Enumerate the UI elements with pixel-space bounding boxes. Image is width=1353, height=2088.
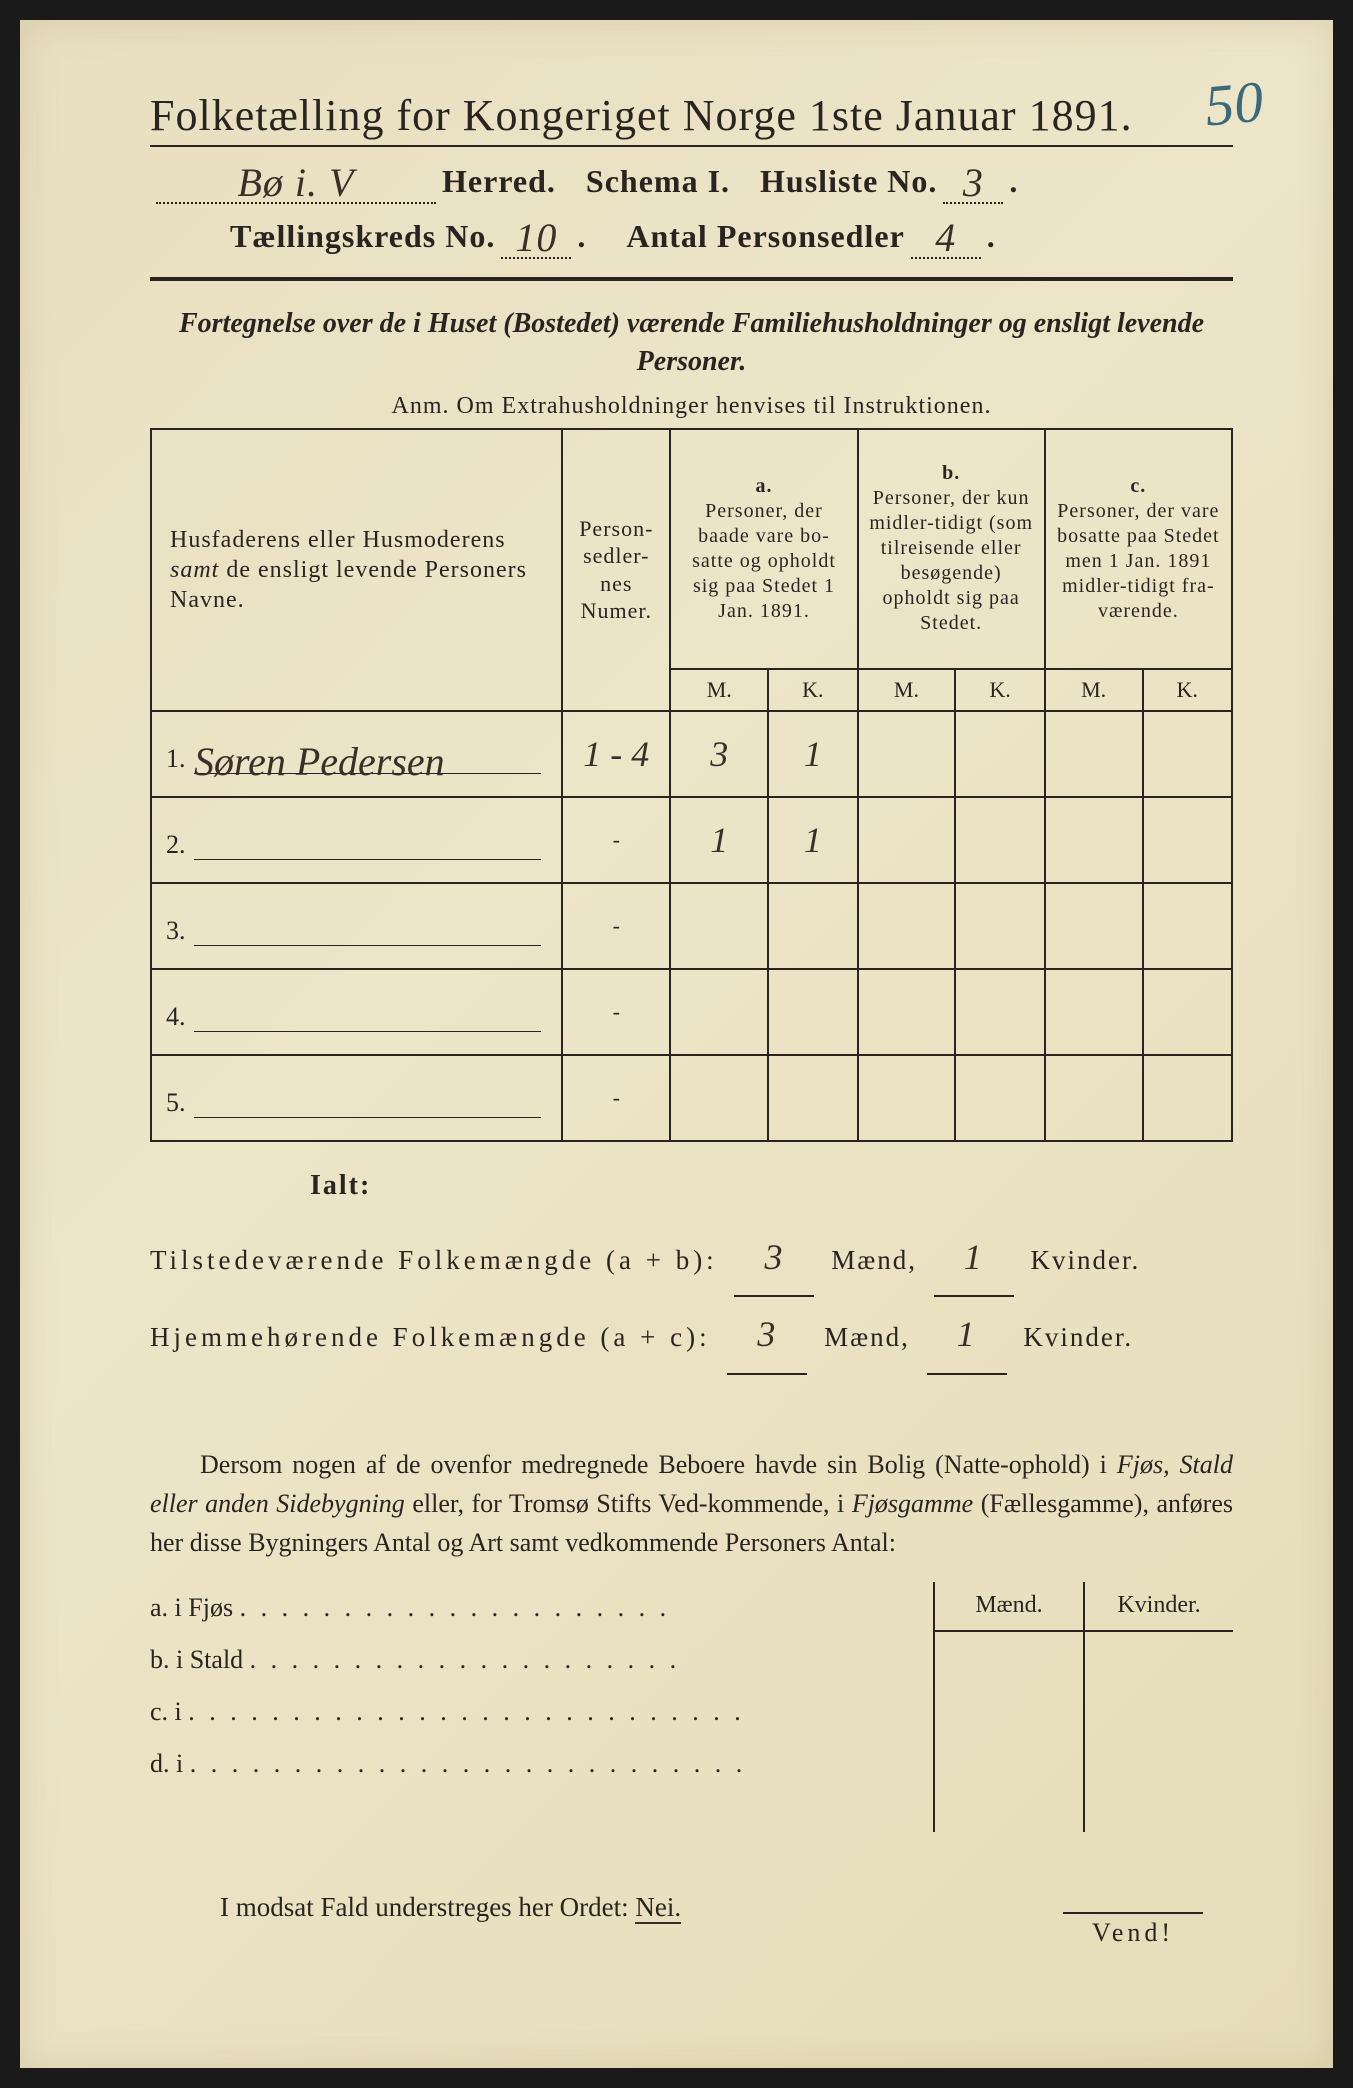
col-a-m: M. [670,669,768,711]
page-number-annotation: 50 [1202,68,1266,140]
anm-note: Anm. Om Extrahusholdninger henvises til … [150,393,1233,420]
total-ac-label: Hjemmehørende Folkemængde (a + c): [150,1322,711,1352]
header-line-herred: Bø i. V Herred. Schema I. Husliste No. 3… [150,155,1233,204]
herred-value: Bø i. V [238,160,355,205]
total-ab-label: Tilstedeværende Folkemængde (a + b): [150,1245,718,1275]
building-table: a. i Fjøs . . . . . . . . . . . . . . . … [150,1582,1233,1832]
nei-word: Nei. [635,1892,681,1924]
col-c-m: M. [1045,669,1143,711]
side-kvinder-label: Kvinder. [1085,1582,1233,1630]
table-row: 1.Søren Pedersen 1 - 4 3 1 [151,711,1232,797]
col-header-names: Husfaderens eller Husmoderens samt de en… [151,429,562,711]
household-table: Husfaderens eller Husmoderens samt de en… [150,428,1233,1142]
table-row: 4. - [151,969,1232,1055]
husliste-value: 3 [963,160,984,205]
row1-name: Søren Pedersen [194,739,445,784]
building-row-c: c. i . . . . . . . . . . . . . . . . . .… [150,1686,913,1738]
total-ab-k: 1 [964,1237,984,1277]
table-row: 5. - [151,1055,1232,1141]
col-c-k: K. [1143,669,1233,711]
form-title: Folketælling for Kongeriget Norge 1ste J… [150,90,1233,147]
total-ac-k: 1 [957,1314,977,1354]
total-ac-m: 3 [757,1314,777,1354]
col-header-a: a.Personer, der baade vare bo-satte og o… [670,429,857,669]
building-paragraph: Dersom nogen af de ovenfor medregnede Be… [150,1445,1233,1562]
vend-label: Vend! [1063,1912,1203,1948]
census-form-page: 50 Folketælling for Kongeriget Norge 1st… [20,20,1333,2068]
col-a-k: K. [768,669,857,711]
total-ab-m: 3 [764,1237,784,1277]
husliste-label: Husliste No. [760,163,937,200]
side-maend-label: Mænd. [935,1582,1085,1630]
col-header-num: Person-sedler-nes Numer. [562,429,670,711]
form-subtitle: Fortegnelse over de i Huset (Bostedet) v… [150,305,1233,381]
row1-ak: 1 [804,734,822,774]
row1-am: 3 [710,734,728,774]
building-row-a: a. i Fjøs . . . . . . . . . . . . . . . … [150,1582,913,1634]
kreds-value: 10 [515,215,557,260]
antal-value: 4 [935,215,956,260]
col-b-k: K. [955,669,1044,711]
col-b-m: M. [858,669,956,711]
row1-num: 1 - 4 [583,734,649,774]
building-row-d: d. i . . . . . . . . . . . . . . . . . .… [150,1738,913,1790]
herred-label: Herred. [442,163,556,200]
antal-label: Antal Personsedler [626,218,904,255]
col-header-c: c.Personer, der vare bosatte paa Stedet … [1045,429,1232,669]
table-row: 2. - 1 1 [151,797,1232,883]
table-row: 3. - [151,883,1232,969]
totals-block: Tilstedeværende Folkemængde (a + b): 3 M… [150,1220,1233,1375]
header-line-kreds: Tællingskreds No. 10 . Antal Personsedle… [150,210,1233,259]
kreds-label: Tællingskreds No. [230,218,495,255]
schema-label: Schema I. [586,163,730,200]
col-header-b: b.Personer, der kun midler-tidigt (som t… [858,429,1045,669]
building-row-b: b. i Stald . . . . . . . . . . . . . . .… [150,1634,913,1686]
divider [150,277,1233,281]
ialt-label: Ialt: [310,1170,1233,1202]
